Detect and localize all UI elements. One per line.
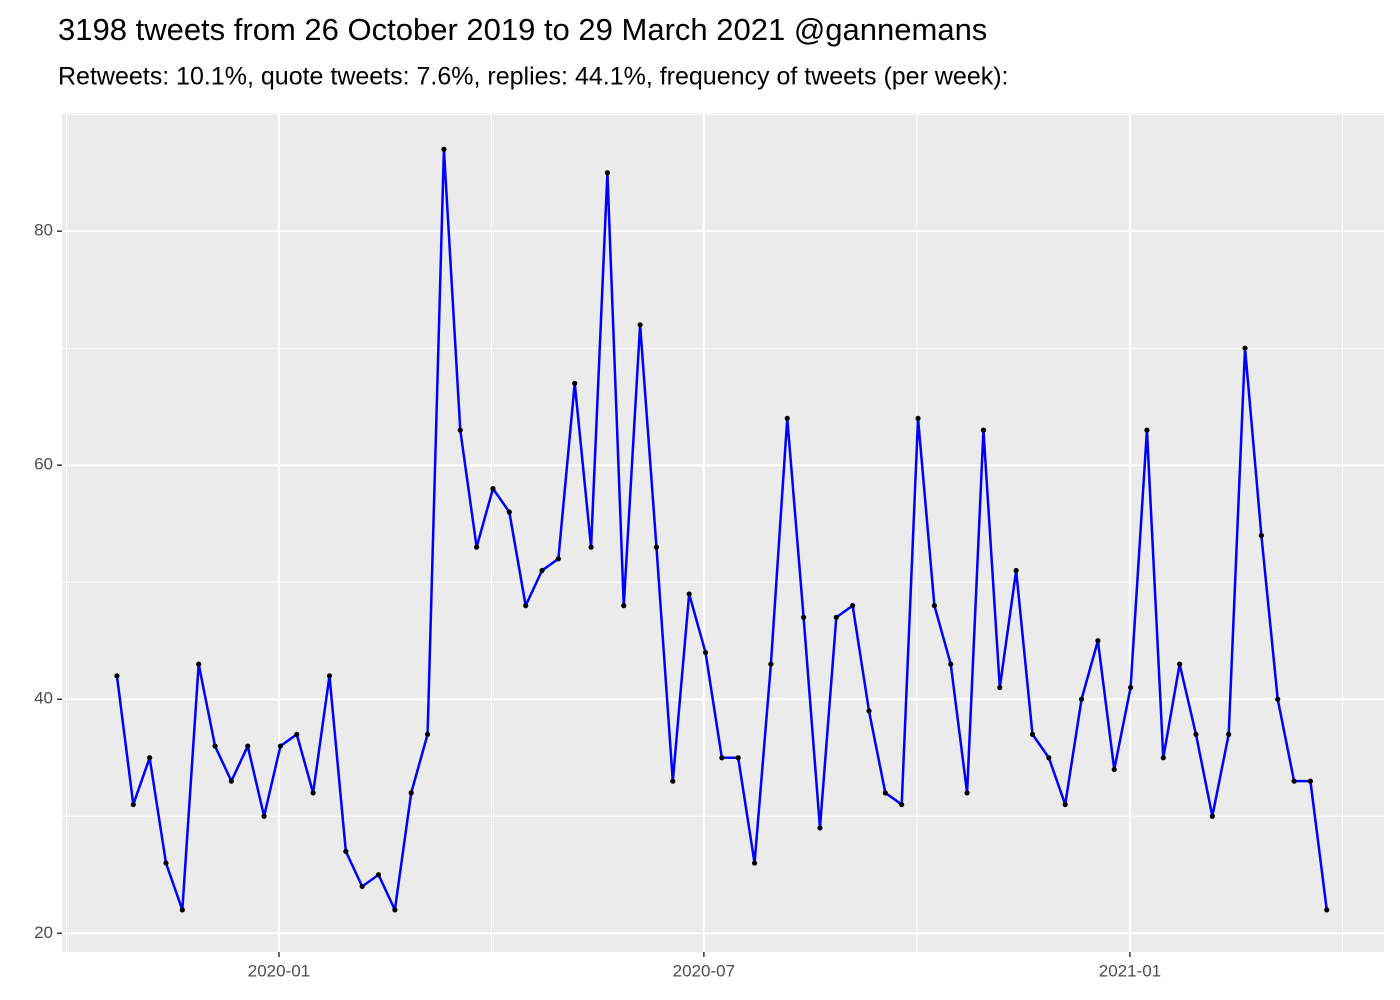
point [637,322,643,328]
point [686,591,692,597]
chart-subtitle: Retweets: 10.1%, quote tweets: 7.6%, rep… [58,63,1009,91]
chart-title: 3198 tweets from 26 October 2019 to 29 M… [58,12,987,47]
point [817,825,823,831]
point [931,603,937,609]
point [359,883,365,890]
point [424,731,431,737]
y-tick-label: 40 [34,689,53,708]
point [1226,731,1232,737]
point [1209,813,1215,819]
point [784,415,790,422]
point [948,661,954,667]
plot-panel [62,113,1384,952]
point [833,614,839,620]
point [245,743,251,749]
point [1242,345,1248,351]
point [261,813,267,819]
point [801,614,807,620]
point [474,544,480,550]
point [196,661,202,667]
x-tick-label: 2020-07 [673,961,735,980]
point [147,755,153,761]
point [310,790,316,796]
point [375,872,382,878]
point [392,907,398,913]
point [343,848,349,854]
point [555,556,561,562]
point [768,661,774,667]
y-tick-label: 60 [34,455,53,474]
point [441,146,447,152]
x-tick-label: 2021-01 [1099,961,1161,980]
point [964,790,970,796]
point [179,907,185,913]
point [604,170,611,176]
point [1127,684,1134,691]
point [326,673,333,679]
point [212,743,218,749]
point [1324,907,1330,913]
point [1062,801,1068,808]
point [1111,766,1117,773]
point [653,544,660,550]
point [1160,755,1166,761]
point [1046,755,1052,761]
y-tick-label: 20 [34,923,53,942]
point [751,860,758,866]
point [866,708,872,714]
point [899,801,905,808]
point [457,427,463,433]
point [882,790,888,796]
point [506,509,512,515]
point [621,603,627,609]
point [1144,427,1150,433]
point [163,860,169,866]
point [1193,731,1199,737]
y-tick-label: 80 [34,221,53,240]
point [294,731,300,737]
point [114,673,120,679]
point [1307,778,1314,784]
point [277,743,284,749]
point [719,755,725,761]
point [1258,532,1264,539]
point [980,427,987,433]
point [997,684,1003,691]
point [408,790,414,796]
point [1291,778,1297,784]
x-tick-label: 2020-01 [248,961,310,980]
point [735,755,741,761]
point [130,801,136,808]
point [588,544,594,550]
point [539,567,545,574]
point [1078,696,1085,702]
point [1029,731,1036,737]
point [850,603,856,609]
point [572,380,578,386]
point [702,649,709,656]
point [523,603,529,609]
point [1275,696,1281,702]
point [1095,638,1101,644]
point [490,486,496,492]
point [228,778,234,784]
point [915,415,921,422]
point [670,778,676,784]
point [1013,567,1019,574]
point [1177,661,1183,667]
